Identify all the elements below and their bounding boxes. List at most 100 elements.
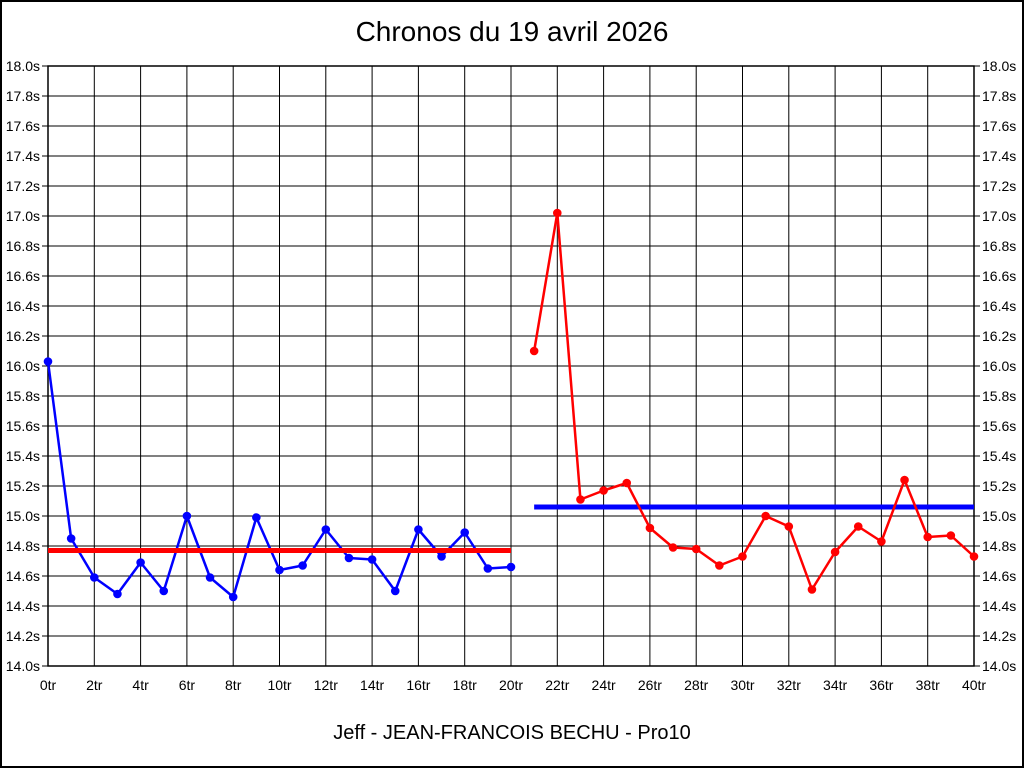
y-axis-tick-label-left: 14.8s bbox=[6, 538, 40, 554]
y-axis-tick-label-right: 15.6s bbox=[982, 418, 1016, 434]
x-axis-tick-label: 28tr bbox=[684, 677, 708, 693]
y-axis-tick-label-left: 15.6s bbox=[6, 418, 40, 434]
x-axis-tick-label: 12tr bbox=[314, 677, 338, 693]
x-axis-tick-label: 0tr bbox=[40, 677, 57, 693]
x-axis-tick-label: 40tr bbox=[962, 677, 986, 693]
y-axis-tick-label-right: 16.6s bbox=[982, 268, 1016, 284]
red-series-point bbox=[622, 478, 632, 488]
y-axis-tick-label-right: 14.6s bbox=[982, 568, 1016, 584]
y-axis-tick-label-right: 14.4s bbox=[982, 598, 1016, 614]
red-series-point bbox=[553, 208, 562, 218]
x-axis-tick-label: 38tr bbox=[916, 677, 940, 693]
red-series-point bbox=[830, 547, 840, 557]
red-series-point bbox=[761, 511, 770, 521]
x-axis-tick-label: 20tr bbox=[499, 677, 523, 693]
blue-series-point bbox=[437, 552, 446, 561]
x-axis-tick-label: 4tr bbox=[132, 677, 149, 693]
y-axis-tick-label-right: 16.0s bbox=[982, 358, 1016, 374]
red-series-point bbox=[784, 522, 794, 531]
blue-series-point bbox=[483, 564, 493, 573]
blue-series-point bbox=[298, 561, 307, 570]
blue-series-point bbox=[506, 562, 516, 572]
y-axis-tick-label-right: 17.6s bbox=[982, 118, 1016, 134]
y-axis-tick-label-left: 15.0s bbox=[6, 508, 40, 524]
y-axis-tick-label-right: 17.0s bbox=[982, 208, 1016, 224]
chart-footer: Jeff - JEAN-FRANCOIS BECHU - Pro10 bbox=[333, 722, 691, 744]
y-axis-tick-label-left: 17.0s bbox=[6, 208, 40, 224]
x-axis-tick-label: 14tr bbox=[360, 677, 384, 693]
x-axis-tick-label: 18tr bbox=[453, 677, 477, 693]
red-series-point bbox=[877, 537, 886, 546]
y-axis-tick-label-right: 18.0s bbox=[982, 58, 1016, 74]
y-axis-tick-label-left: 17.2s bbox=[6, 178, 40, 194]
y-axis-tick-label-left: 16.2s bbox=[6, 328, 40, 344]
x-axis-tick-label: 8tr bbox=[225, 677, 242, 693]
blue-series-point bbox=[344, 553, 354, 563]
x-axis-tick-label: 32tr bbox=[777, 677, 801, 693]
y-axis-tick-label-left: 17.6s bbox=[6, 118, 40, 134]
red-series-point bbox=[807, 585, 817, 594]
y-axis-tick-label-left: 16.0s bbox=[6, 358, 40, 374]
y-axis-tick-label-right: 17.8s bbox=[982, 88, 1016, 104]
chart-title: Chronos du 19 avril 2026 bbox=[355, 16, 669, 47]
x-axis-tick-label: 10tr bbox=[267, 677, 291, 693]
y-axis-tick-label-left: 14.2s bbox=[6, 628, 40, 644]
red-series-point bbox=[529, 346, 539, 356]
y-axis-tick-label-right: 16.8s bbox=[982, 238, 1016, 254]
blue-series-point bbox=[275, 565, 284, 575]
blue-series-point bbox=[321, 525, 331, 534]
y-axis-tick-label-left: 15.4s bbox=[6, 448, 40, 464]
y-axis-tick-label-left: 17.4s bbox=[6, 148, 40, 164]
y-axis-tick-label-left: 15.8s bbox=[6, 388, 40, 404]
x-axis-tick-label: 16tr bbox=[406, 677, 430, 693]
x-axis-tick-label: 36tr bbox=[869, 677, 893, 693]
x-axis-tick-label: 30tr bbox=[730, 677, 754, 693]
x-axis-tick-label: 34tr bbox=[823, 677, 847, 693]
red-series-line bbox=[532, 211, 975, 591]
y-axis-tick-label-left: 16.6s bbox=[6, 268, 40, 284]
red-series-point bbox=[923, 532, 932, 542]
y-axis-tick-label-left: 14.6s bbox=[6, 568, 40, 584]
red-series-point bbox=[576, 495, 585, 504]
blue-series-point bbox=[66, 534, 76, 543]
y-axis-tick-label-left: 17.8s bbox=[6, 88, 40, 104]
y-axis-tick-label-left: 14.0s bbox=[6, 658, 40, 674]
red-series-point bbox=[599, 486, 608, 495]
red-series-point bbox=[645, 523, 655, 533]
x-axis-tick-label: 6tr bbox=[179, 677, 196, 693]
blue-series-point bbox=[182, 511, 192, 521]
blue-series-point bbox=[252, 513, 261, 522]
red-series-point bbox=[900, 475, 909, 485]
y-axis-tick-label-right: 17.2s bbox=[982, 178, 1016, 194]
y-axis-tick-label-right: 16.4s bbox=[982, 298, 1016, 314]
x-axis-tick-label: 2tr bbox=[86, 677, 103, 693]
red-series-point bbox=[715, 561, 724, 570]
y-axis-tick-label-right: 14.8s bbox=[982, 538, 1016, 554]
y-axis-tick-label-right: 15.8s bbox=[982, 388, 1016, 404]
y-axis-tick-label-right: 14.0s bbox=[982, 658, 1016, 674]
red-series-point bbox=[946, 531, 956, 540]
blue-series-point bbox=[113, 589, 122, 599]
blue-series-point bbox=[43, 357, 53, 366]
y-axis-tick-label-right: 15.2s bbox=[982, 478, 1016, 494]
y-axis-tick-label-left: 16.4s bbox=[6, 298, 40, 314]
x-axis-tick-label: 22tr bbox=[545, 677, 569, 693]
red-series-point bbox=[691, 544, 701, 554]
blue-series-point bbox=[228, 592, 238, 602]
x-axis-tick-label: 26tr bbox=[638, 677, 662, 693]
red-series-point bbox=[969, 552, 979, 561]
blue-series-point bbox=[367, 555, 377, 564]
x-axis-tick-label: 24tr bbox=[592, 677, 616, 693]
y-axis-tick-label-left: 15.2s bbox=[6, 478, 40, 494]
y-axis-tick-label-right: 15.4s bbox=[982, 448, 1016, 464]
y-axis-tick-label-left: 14.4s bbox=[6, 598, 40, 614]
y-axis-tick-label-left: 16.8s bbox=[6, 238, 40, 254]
blue-series-point bbox=[460, 528, 470, 537]
y-axis-tick-label-right: 17.4s bbox=[982, 148, 1016, 164]
y-axis-tick-label-right: 14.2s bbox=[982, 628, 1016, 644]
blue-series-point bbox=[159, 586, 169, 596]
blue-series-point bbox=[205, 573, 215, 582]
